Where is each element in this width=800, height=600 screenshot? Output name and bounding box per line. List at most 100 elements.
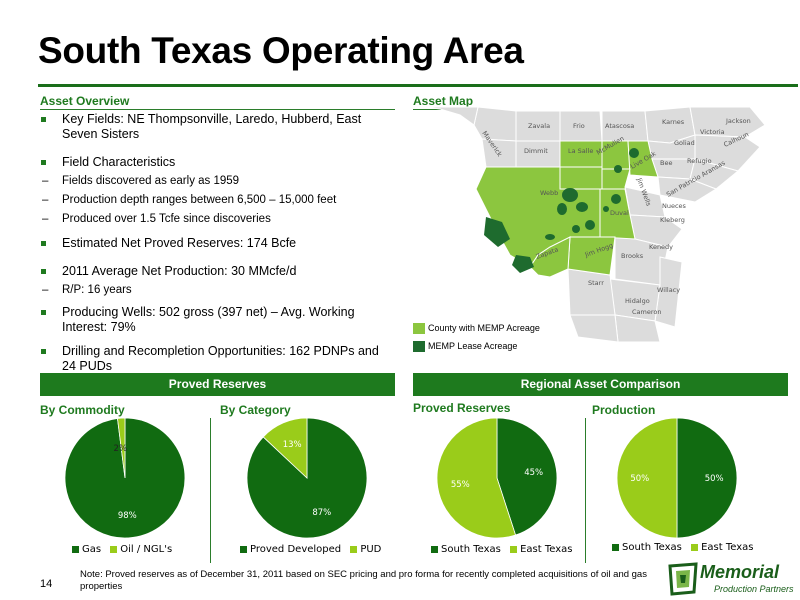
county-label: Kleberg bbox=[660, 216, 685, 224]
legend-swatch bbox=[431, 545, 438, 553]
map-legend-lease: MEMP Lease Acreage bbox=[413, 341, 517, 353]
footnote: Note: Proved reserves as of December 31,… bbox=[80, 569, 647, 592]
lease-patch bbox=[562, 188, 578, 202]
page-number: 14 bbox=[40, 578, 53, 590]
county-shape bbox=[559, 166, 603, 190]
county-shape bbox=[654, 256, 683, 328]
legend-regional-reserves: South Texas East Texas bbox=[431, 544, 578, 555]
fc-item: Fields discovered as early as 1959 bbox=[40, 174, 395, 188]
lease-swatch bbox=[413, 341, 425, 353]
county-shape bbox=[473, 106, 517, 142]
pie-label: 87% bbox=[312, 508, 331, 518]
pie-regional-reserves: 45% 55% bbox=[436, 417, 558, 539]
lease-patch bbox=[585, 220, 595, 230]
county-label: Brooks bbox=[621, 252, 644, 260]
county-label: Starr bbox=[588, 279, 604, 287]
pie-slice bbox=[117, 417, 126, 479]
county-swatch bbox=[413, 323, 425, 335]
county-duval bbox=[599, 188, 636, 240]
pie-label: 98% bbox=[118, 511, 137, 521]
pie-slice bbox=[676, 417, 738, 539]
county-shape bbox=[424, 106, 479, 126]
county-label: Karnes bbox=[662, 118, 685, 126]
county-label: Goliad bbox=[674, 139, 695, 147]
lease-patch bbox=[629, 148, 639, 158]
county-shape bbox=[694, 134, 761, 172]
reserves-bullet: Estimated Net Proved Reserves: 174 Bcfe bbox=[40, 236, 395, 251]
pie-label: 50% bbox=[705, 474, 724, 484]
field-characteristics-bullet: Field Characteristics bbox=[40, 155, 395, 170]
county-label: Hidalgo bbox=[625, 297, 650, 305]
county-shape bbox=[567, 268, 616, 316]
county-label: Willacy bbox=[657, 286, 680, 294]
key-fields-bullet: Key Fields: NE Thompsonville, Laredo, Hu… bbox=[40, 112, 395, 142]
chart-title-production: Production bbox=[592, 403, 656, 417]
county-label: Jackson bbox=[725, 117, 751, 125]
lease-patch bbox=[557, 203, 567, 215]
county-label: Nueces bbox=[662, 202, 687, 210]
county-label: La Salle bbox=[568, 147, 593, 155]
pie-slice bbox=[262, 417, 308, 479]
legend-production: South Texas East Texas bbox=[612, 542, 759, 553]
drilling-bullet: Drilling and Recompletion Opportunities:… bbox=[40, 344, 395, 374]
wells-bullet: Producing Wells: 502 gross (397 net) – A… bbox=[40, 305, 395, 335]
county-label: Victoria bbox=[700, 128, 725, 136]
pie-label: 55% bbox=[451, 480, 470, 490]
legend-commodity: Gas Oil / NGL's bbox=[72, 544, 178, 555]
lease-patch bbox=[614, 165, 622, 173]
legend-swatch bbox=[350, 545, 358, 553]
county-label: Kenedy bbox=[649, 243, 673, 251]
divider bbox=[210, 418, 211, 563]
proved-reserves-bar: Proved Reserves bbox=[40, 373, 395, 396]
pie-label: 13% bbox=[283, 440, 302, 450]
memorial-logo-icon bbox=[668, 562, 698, 596]
county-label: Zavala bbox=[528, 122, 550, 130]
county-shape bbox=[569, 314, 619, 343]
county-shape bbox=[689, 106, 766, 138]
asset-map-heading: Asset Map bbox=[413, 94, 474, 108]
county-label: Dimmit bbox=[524, 147, 548, 155]
county-label: Bee bbox=[660, 159, 672, 167]
legend-swatch bbox=[110, 545, 118, 553]
legend-swatch bbox=[510, 545, 518, 553]
asset-overview-heading: Asset Overview bbox=[40, 94, 130, 108]
fc-item: Production depth ranges between 6,500 – … bbox=[40, 193, 395, 207]
logo-name: Memorial bbox=[700, 562, 780, 582]
legend-swatch bbox=[691, 543, 699, 551]
chart-title-category: By Category bbox=[220, 403, 291, 417]
pie-slice bbox=[436, 417, 517, 539]
legend-swatch bbox=[72, 545, 79, 553]
county-label: Webb bbox=[540, 189, 558, 197]
rp-item: R/P: 16 years bbox=[40, 283, 395, 297]
asset-overview-list: Key Fields: NE Thompsonville, Laredo, Hu… bbox=[40, 112, 395, 378]
title-rule bbox=[38, 84, 798, 87]
pie-label: 45% bbox=[524, 468, 543, 478]
county-zapata bbox=[529, 236, 571, 278]
fc-item: Produced over 1.5 Tcfe since discoveries bbox=[40, 212, 395, 226]
page-title: South Texas Operating Area bbox=[38, 30, 524, 71]
asset-overview-underline bbox=[40, 109, 395, 110]
memp-lease-acreage bbox=[484, 148, 639, 273]
production-bullet: 2011 Average Net Production: 30 MMcfe/d bbox=[40, 264, 395, 279]
logo-subtitle: Production Partners bbox=[714, 584, 794, 594]
asset-map-underline bbox=[413, 109, 463, 110]
lease-patch bbox=[572, 225, 580, 233]
lease-patch bbox=[576, 202, 588, 212]
regional-comparison-bar: Regional Asset Comparison bbox=[413, 373, 788, 396]
lease-patch bbox=[545, 234, 555, 240]
lease-patch bbox=[484, 217, 510, 247]
pie-label: 50% bbox=[630, 474, 649, 484]
lease-patch bbox=[603, 206, 609, 212]
legend-swatch bbox=[240, 545, 247, 553]
lease-patch bbox=[512, 255, 534, 273]
county-label: Atascosa bbox=[605, 122, 634, 130]
pie-regional-production: 50% 50% bbox=[616, 417, 738, 539]
pie-label: 2% bbox=[114, 444, 128, 454]
pie-by-commodity: 98% 2% bbox=[64, 417, 186, 539]
county-shape bbox=[657, 176, 718, 203]
county-label: Duval bbox=[610, 209, 629, 217]
county-label: Cameron bbox=[632, 308, 661, 316]
south-texas-map: Maverick Zavala Frio Atascosa Karnes Jac… bbox=[424, 106, 766, 343]
pie-slice bbox=[616, 417, 678, 539]
divider bbox=[585, 418, 586, 563]
